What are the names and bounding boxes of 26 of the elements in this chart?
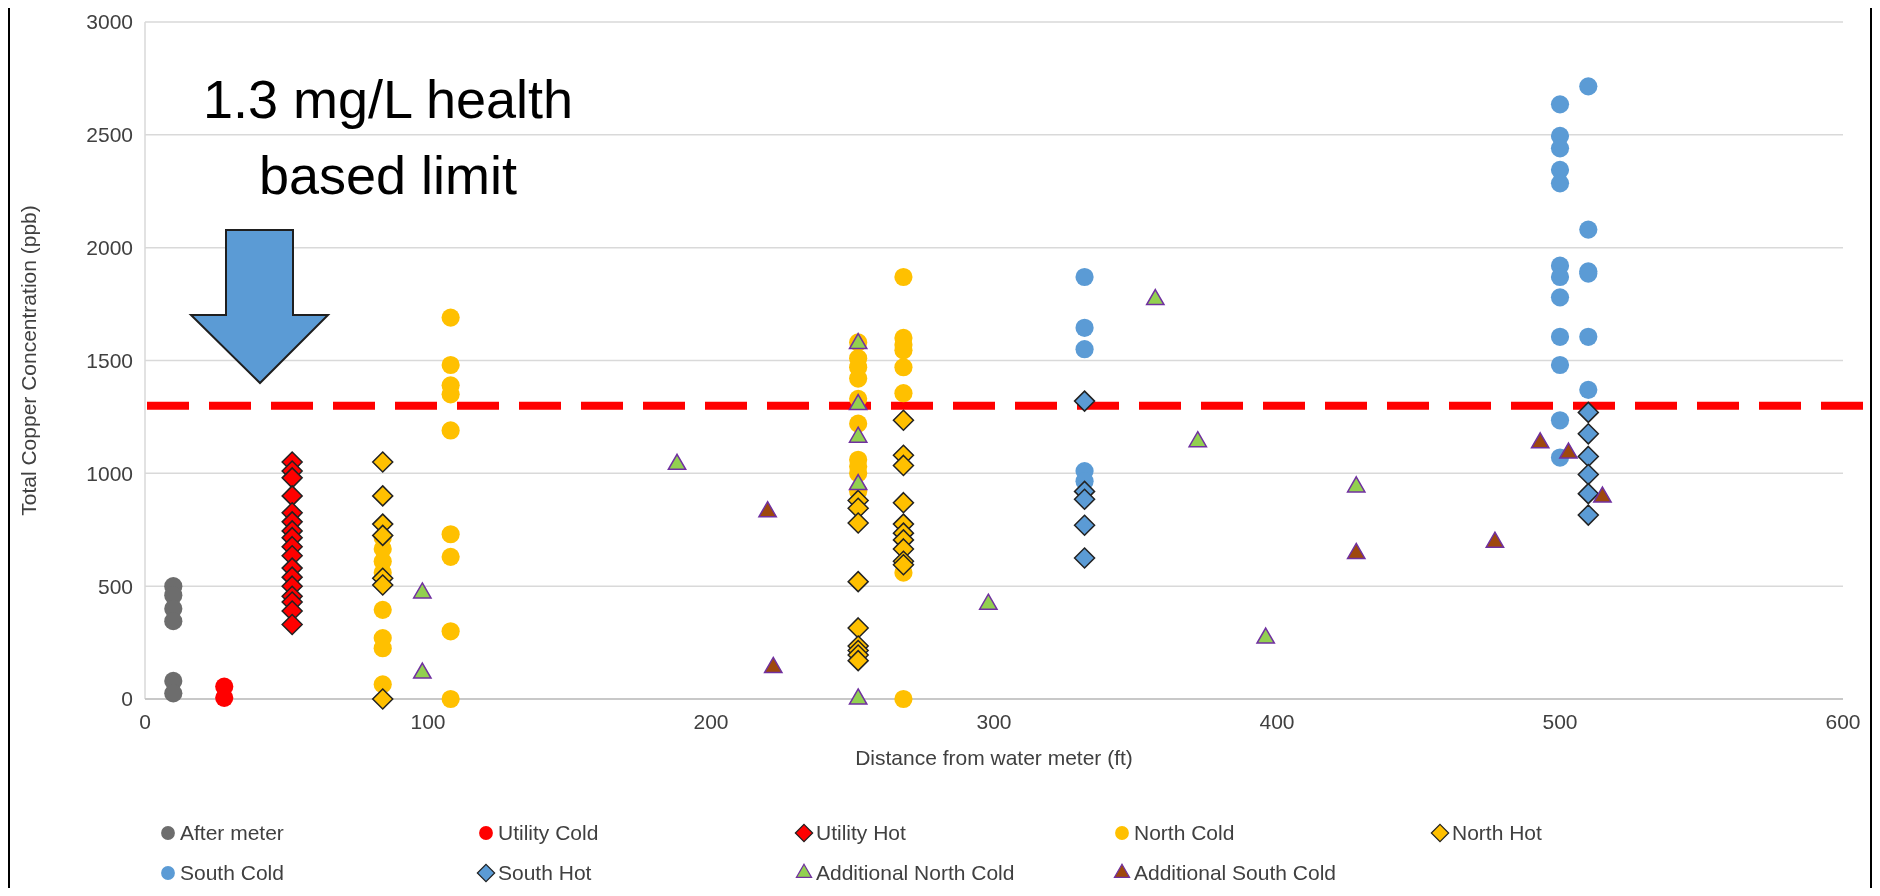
legend-label: Utility Hot xyxy=(816,821,907,845)
legend-label: After meter xyxy=(180,821,284,845)
y-tick-label: 500 xyxy=(97,574,133,598)
y-tick-label: 1500 xyxy=(86,348,133,372)
y-tick-label: 0 xyxy=(121,687,133,711)
x-tick-label: 500 xyxy=(1542,710,1578,733)
x-tick-label: 0 xyxy=(139,710,151,733)
y-tick-label: 2000 xyxy=(86,236,133,260)
legend-label: Utility Cold xyxy=(498,821,599,845)
x-axis-title: Distance from water meter (ft) xyxy=(855,746,1133,769)
legend-label: South Cold xyxy=(180,861,284,885)
legend-label: Additional North Cold xyxy=(816,861,1015,885)
x-tick-label: 600 xyxy=(1825,710,1861,733)
x-tick-label: 200 xyxy=(693,710,729,733)
legend-label: North Cold xyxy=(1134,821,1235,845)
y-axis-title: Total Copper Concentration (ppb) xyxy=(17,205,40,516)
y-tick-label: 2500 xyxy=(86,123,133,147)
annotation: 1.3 mg/L health based limit xyxy=(202,69,574,205)
x-tick-label: 100 xyxy=(410,710,446,733)
y-tick-label: 1000 xyxy=(86,461,133,485)
legend-label: Additional South Cold xyxy=(1134,861,1336,885)
x-tick-label: 300 xyxy=(976,710,1012,733)
y-tick-label: 3000 xyxy=(86,10,133,34)
x-tick-label: 400 xyxy=(1259,710,1295,733)
legend-label: North Hot xyxy=(1452,821,1543,845)
legend-label: South Hot xyxy=(498,861,592,885)
